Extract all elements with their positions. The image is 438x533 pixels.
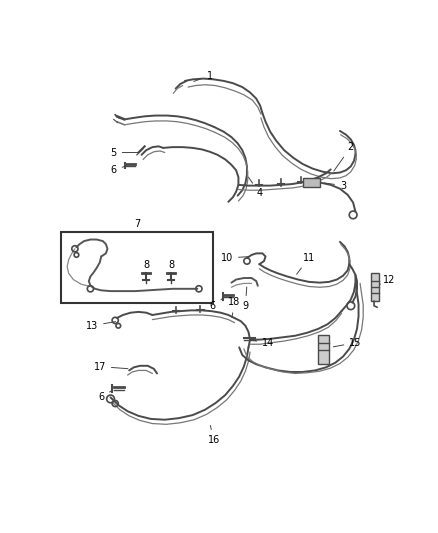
- Text: 11: 11: [297, 253, 315, 274]
- Text: 8: 8: [143, 260, 149, 270]
- Text: 16: 16: [208, 425, 220, 445]
- Text: 6: 6: [98, 390, 113, 401]
- Text: 13: 13: [86, 321, 116, 331]
- Text: 3: 3: [324, 181, 346, 191]
- Text: 4: 4: [248, 177, 262, 198]
- Text: 15: 15: [333, 338, 362, 348]
- Text: 17: 17: [94, 361, 128, 372]
- Bar: [303, 178, 320, 187]
- Text: 8: 8: [168, 260, 174, 270]
- Text: 1: 1: [194, 70, 213, 82]
- Text: 5: 5: [110, 148, 139, 158]
- Text: 18: 18: [229, 297, 240, 318]
- Text: 6: 6: [210, 298, 223, 311]
- Text: 2: 2: [334, 142, 354, 171]
- Text: 12: 12: [380, 274, 396, 285]
- Text: 9: 9: [242, 287, 248, 311]
- Text: 10: 10: [221, 253, 249, 263]
- Text: 14: 14: [250, 338, 275, 348]
- Bar: [371, 273, 379, 301]
- Text: 7: 7: [134, 219, 140, 229]
- Text: 6: 6: [111, 165, 127, 175]
- Bar: [61, 232, 213, 303]
- Bar: [318, 335, 329, 364]
